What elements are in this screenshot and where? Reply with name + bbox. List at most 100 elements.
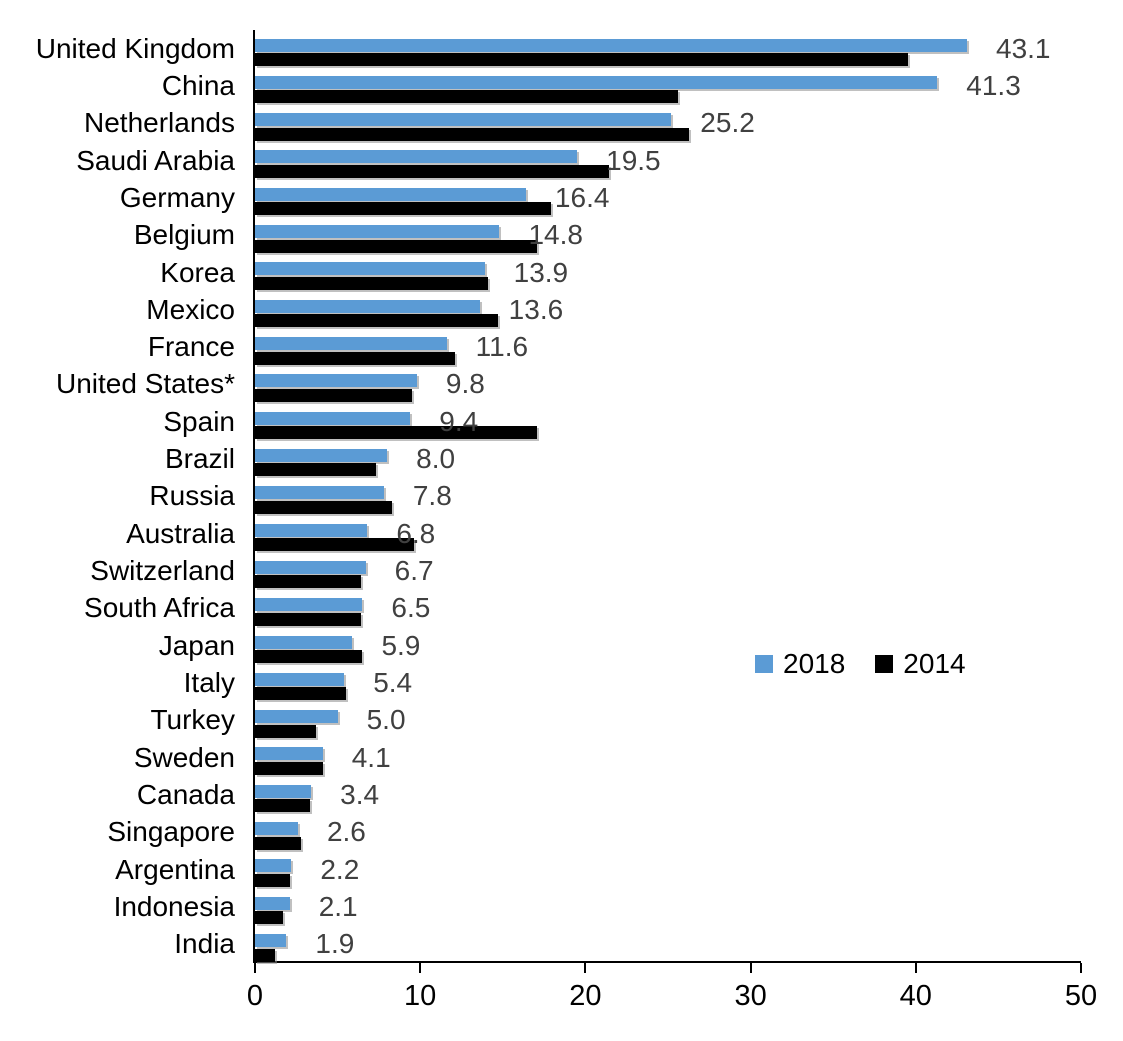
bar-2014 [255, 687, 346, 701]
bar-2018 [255, 187, 526, 201]
bar-2014 [255, 314, 498, 328]
bar-row: 13.6 [255, 291, 1081, 328]
bar-row: 14.8 [255, 217, 1081, 254]
bar-2018 [255, 262, 485, 276]
bar-2018 [255, 75, 938, 89]
bar-2018 [255, 337, 447, 350]
value-label: 1.9 [315, 928, 355, 960]
category-label: Turkey [150, 704, 235, 736]
bar-2018 [255, 523, 368, 537]
value-label: 2.6 [326, 816, 366, 848]
x-tick-mark [914, 963, 917, 973]
value-label: 8.0 [416, 443, 456, 475]
bar-2014 [255, 276, 488, 290]
x-tick-mark [584, 963, 587, 973]
value-label: 13.6 [508, 293, 564, 325]
x-tick-label: 20 [569, 980, 602, 1012]
bar-row: 5.4 [255, 664, 1081, 701]
value-label: 13.9 [513, 256, 569, 288]
bar-2018 [255, 299, 480, 313]
category-label: Italy [183, 666, 235, 698]
category-label: Indonesia [113, 890, 235, 922]
bar-row: 7.8 [255, 478, 1081, 515]
bar-2014 [255, 127, 690, 141]
category-label: Belgium [133, 219, 235, 251]
x-tick-mark [749, 963, 752, 973]
category-label: United States* [56, 368, 235, 400]
x-tick-label: 50 [1064, 980, 1098, 1012]
bar-2018 [255, 598, 363, 612]
category-label: China [161, 69, 235, 101]
bar-2018 [255, 411, 411, 425]
value-label: 5.0 [366, 704, 406, 736]
bar-2018 [255, 38, 967, 52]
bar-2014 [255, 873, 290, 887]
category-label: Saudi Arabia [76, 144, 235, 176]
x-tick-mark [1080, 963, 1082, 973]
bar-2014 [255, 724, 317, 738]
bar-2018 [255, 822, 298, 836]
bar-2018 [255, 225, 500, 239]
legend-item-2018: 2018 [755, 648, 845, 680]
bar-row: 2.1 [255, 888, 1081, 925]
bar-row: 2.6 [255, 814, 1081, 851]
bar-row: 6.8 [255, 515, 1081, 552]
bar-2014 [255, 351, 455, 365]
category-label: Spain [163, 405, 235, 437]
bar-2014 [255, 388, 412, 402]
bar-row: 2.2 [255, 851, 1081, 888]
value-label: 2.1 [318, 890, 358, 922]
category-label: Singapore [107, 816, 235, 848]
bar-2018 [255, 710, 338, 724]
bar-2014 [255, 538, 414, 552]
bar-row: 19.5 [255, 142, 1081, 179]
value-label: 41.3 [966, 69, 1021, 101]
bar-2018 [255, 672, 345, 686]
category-label: Brazil [164, 443, 235, 475]
bar-2014 [255, 202, 551, 216]
plot-area: 43.1 41.3 25.2 19.5 16.4 14.8 13.9 13.6 11.6 9.8 9… [247, 30, 1097, 1012]
bar-row: 8.0 [255, 440, 1081, 477]
bar-2018 [255, 560, 366, 574]
value-label: 14.8 [528, 219, 583, 251]
value-label: 5.4 [373, 666, 413, 698]
category-label: Switzerland [90, 555, 235, 587]
x-tick-label: 40 [899, 980, 932, 1012]
x-tick-mark [254, 963, 256, 973]
bar-2014 [255, 239, 538, 253]
bar-row: 4.1 [255, 739, 1081, 776]
bar-2014 [255, 948, 275, 962]
bar-row: 9.8 [255, 366, 1081, 403]
category-label: South Africa [84, 592, 235, 624]
bar-2014 [255, 761, 323, 775]
bar-row: 13.9 [255, 254, 1081, 291]
category-label: Sweden [133, 741, 235, 773]
bar-row: 6.5 [255, 590, 1081, 627]
bar-2018 [255, 486, 384, 500]
category-label: Netherlands [84, 107, 235, 139]
bar-2014 [255, 650, 363, 663]
x-tick-label: 30 [734, 980, 767, 1012]
bar-row: 3.4 [255, 776, 1081, 813]
value-label: 2.2 [320, 853, 360, 885]
value-label: 11.6 [475, 331, 529, 363]
x-tick-label: 10 [404, 980, 437, 1012]
bar-2014 [255, 836, 302, 850]
value-label: 43.1 [996, 32, 1051, 64]
category-label: Australia [126, 517, 235, 549]
value-label: 9.4 [439, 405, 479, 437]
category-label: Russia [149, 480, 235, 512]
bar-2018 [255, 150, 578, 164]
bar-2014 [255, 53, 908, 66]
bar-2018 [255, 784, 312, 798]
value-label: 5.9 [381, 629, 421, 661]
legend-label-2018: 2018 [783, 648, 846, 679]
bar-row: 9.4 [255, 403, 1081, 440]
value-label: 6.7 [394, 555, 434, 587]
category-label: Japan [158, 629, 235, 661]
x-tick-mark [419, 963, 422, 973]
bar-row: 11.6 [255, 329, 1081, 366]
legend: 2018 2014 [755, 648, 966, 680]
value-label: 25.2 [700, 107, 755, 139]
